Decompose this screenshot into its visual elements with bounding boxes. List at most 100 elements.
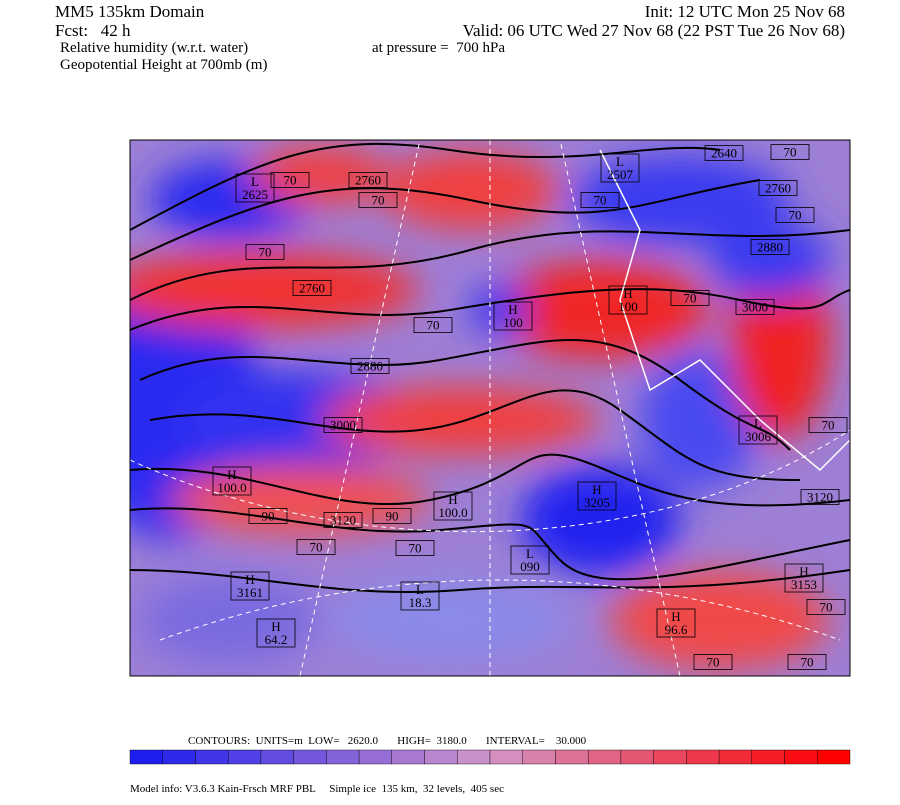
map-label: 96.6 — [665, 622, 688, 637]
map-label: L — [251, 174, 259, 189]
label-box — [433, 491, 473, 521]
label-box — [600, 153, 640, 183]
label-box — [775, 207, 815, 223]
map-label: 3161 — [237, 585, 263, 600]
field-height: Geopotential Height at 700mb (m) — [60, 57, 267, 73]
colorbar-cell — [751, 749, 785, 765]
map-label: 70 — [372, 193, 385, 208]
map-label: 70 — [820, 600, 833, 615]
colorbar-cell — [391, 749, 425, 765]
map-label: 90 — [262, 509, 275, 524]
forecast: Fcst: 42 h — [55, 21, 131, 40]
colorbar-cell — [555, 749, 589, 765]
map-label: 2760 — [299, 281, 325, 296]
map-label: 70 — [409, 541, 422, 556]
label-box — [608, 285, 648, 315]
map-label: H — [671, 609, 680, 624]
colorbar-cell — [817, 749, 851, 765]
map-label: 3205 — [584, 495, 610, 510]
label-box — [372, 508, 412, 524]
valid-time: Valid: 06 UTC Wed 27 Nov 68 (22 PST Tue … — [463, 21, 845, 40]
map-label: 3120 — [330, 513, 356, 528]
map-label: 70 — [822, 418, 835, 433]
label-box — [400, 581, 440, 611]
label-box — [395, 540, 435, 556]
label-box — [348, 172, 388, 188]
label-box — [212, 466, 252, 496]
label-box — [230, 571, 270, 601]
map-label: H — [592, 482, 601, 497]
label-box — [245, 244, 285, 260]
colorbar-cell — [195, 749, 229, 765]
colorbar-cell — [457, 749, 491, 765]
colorbar-cell — [424, 749, 458, 765]
map-label: H — [623, 286, 632, 301]
map-label: H — [245, 572, 254, 587]
map-label: L — [526, 546, 534, 561]
map-label: 70 — [594, 193, 607, 208]
map-label: 64.2 — [265, 632, 288, 647]
map-label: 70 — [310, 540, 323, 555]
map-frame — [129, 139, 851, 677]
label-box — [323, 417, 363, 433]
label-box — [323, 512, 363, 528]
pressure: at pressure = 700 hPa — [372, 40, 505, 56]
label-box — [738, 415, 778, 445]
map-label: 2507 — [607, 167, 634, 182]
map-label: 70 — [784, 145, 797, 160]
colorbar-cell — [358, 749, 393, 765]
map-label: 100.0 — [438, 505, 467, 520]
map-label: H — [271, 619, 280, 634]
label-box — [358, 192, 398, 208]
colorbar-cell — [784, 749, 818, 765]
map-label: L — [616, 154, 624, 169]
label-box — [296, 539, 336, 555]
label-box — [750, 239, 790, 255]
label-box — [235, 173, 275, 203]
label-box — [656, 608, 696, 638]
map-label: 2625 — [242, 187, 268, 202]
field-rh: Relative humidity (w.r.t. water) — [60, 40, 248, 56]
map — [130, 140, 850, 676]
label-box — [256, 618, 296, 648]
map-label: 18.3 — [409, 595, 432, 610]
label-box — [510, 545, 550, 575]
map-label: 3153 — [791, 577, 817, 592]
contour-info: CONTOURS: UNITS=m LOW= 2620.0 HIGH= 3180… — [188, 735, 587, 747]
label-box — [770, 144, 810, 160]
label-box — [806, 599, 846, 615]
map-label: 2640 — [711, 146, 737, 161]
label-box — [270, 172, 310, 188]
map-label: 3006 — [745, 429, 772, 444]
map-label: 3000 — [330, 418, 356, 433]
map-label: 70 — [707, 655, 720, 670]
colorbar-cell — [227, 749, 262, 765]
colorbar-cell — [620, 749, 654, 765]
colorbar-cell — [129, 749, 163, 765]
map-label: H — [448, 492, 457, 507]
colorbar — [129, 749, 851, 765]
map-label: 70 — [801, 655, 814, 670]
map-label: H — [508, 302, 517, 317]
colorbar-cell — [489, 749, 523, 765]
label-box — [577, 481, 617, 511]
map-label: 2880 — [757, 240, 783, 255]
colorbar-cell — [522, 749, 556, 765]
map-label: 100 — [503, 315, 523, 330]
label-box — [758, 180, 798, 196]
map-label: 70 — [684, 291, 697, 306]
map-label: 090 — [520, 559, 540, 574]
map-label: 70 — [284, 173, 297, 188]
map-label: H — [227, 467, 236, 482]
colorbar-cell — [162, 749, 196, 765]
label-box — [493, 301, 533, 331]
map-label: 3000 — [742, 300, 768, 315]
label-box — [292, 280, 332, 296]
label-box — [704, 145, 744, 161]
label-box — [580, 192, 620, 208]
label-box — [800, 489, 840, 505]
map-label: 3120 — [807, 490, 833, 505]
label-box — [784, 563, 824, 593]
label-box — [413, 317, 453, 333]
map-label: 100 — [618, 299, 638, 314]
